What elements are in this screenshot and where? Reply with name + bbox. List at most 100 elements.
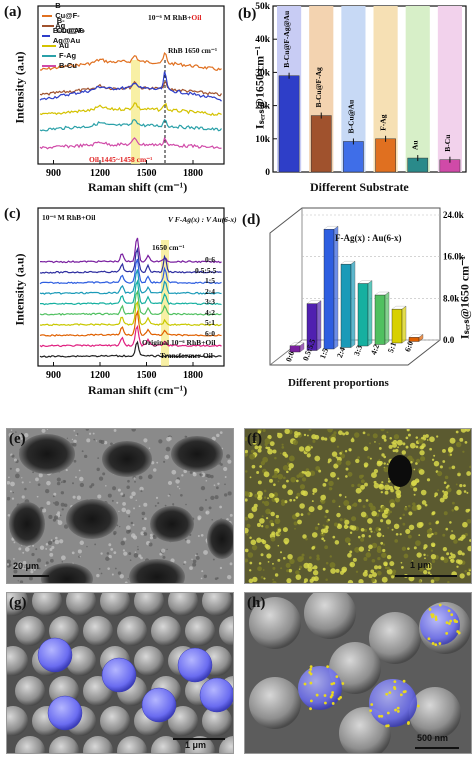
texture-grain <box>413 468 416 471</box>
texture-grain <box>88 432 92 435</box>
texture-grain <box>443 557 447 561</box>
texture-grain <box>189 471 193 474</box>
texture-grain <box>45 561 49 565</box>
texture-grain <box>86 545 88 548</box>
texture-grain <box>249 476 252 479</box>
texture-grain <box>72 442 77 447</box>
texture-grain <box>14 563 20 569</box>
texture-grain <box>442 490 445 493</box>
panel-g-micrograph: (g) 1 μm <box>6 592 234 754</box>
texture-grain <box>396 493 402 499</box>
texture-grain <box>431 559 436 563</box>
spectrum-line <box>39 258 222 285</box>
texture-grain <box>273 483 276 487</box>
panel-d-label: (d) <box>242 212 261 228</box>
texture-grain <box>30 567 34 571</box>
texture-grain <box>13 458 18 462</box>
sem-silver-image <box>245 429 471 583</box>
texture-grain <box>219 431 223 434</box>
texture-grain <box>466 471 471 476</box>
x-tick-label: 1500 <box>137 168 157 179</box>
texture-grain <box>73 439 77 444</box>
texture-grain <box>100 552 103 555</box>
texture-grain <box>323 539 326 542</box>
texture-grain <box>330 568 336 574</box>
bar-background <box>405 6 430 172</box>
nanoparticle <box>309 681 313 685</box>
texture-grain <box>288 463 294 469</box>
texture-grain <box>446 487 452 493</box>
texture-grain <box>73 459 77 463</box>
texture-grain <box>122 502 126 506</box>
texture-grain <box>259 518 265 524</box>
texture-grain <box>273 473 278 479</box>
texture-grain <box>383 466 389 473</box>
texture-grain <box>265 517 269 520</box>
texture-grain <box>299 503 305 509</box>
texture-grain <box>11 497 15 500</box>
texture-grain <box>128 515 131 518</box>
texture-grain <box>369 457 372 460</box>
bar-category-label: B-Cu@F-Ag@Au <box>282 11 291 68</box>
texture-grain <box>281 443 284 446</box>
texture-grain <box>200 577 203 580</box>
texture-grain <box>287 489 294 496</box>
texture-grain <box>365 552 372 558</box>
texture-grain <box>448 556 452 560</box>
panel-d-ylabel: Iₛₑᵣₛ@1650 cm⁻¹ <box>457 255 472 340</box>
texture-grain <box>227 491 232 496</box>
texture-grain <box>98 568 101 570</box>
texture-grain <box>384 562 388 567</box>
texture-grain <box>18 561 23 566</box>
texture-grain <box>294 431 299 436</box>
texture-grain <box>267 448 273 455</box>
texture-grain <box>33 568 36 571</box>
ratio-label: 2:4 <box>205 286 215 296</box>
texture-grain <box>160 548 166 553</box>
legend-item: B-Cu <box>59 61 77 70</box>
legend-item: B-Cu@F-Ag <box>55 1 80 30</box>
spectrum-line <box>39 136 222 150</box>
sphere <box>219 736 233 753</box>
texture-grain <box>79 540 85 545</box>
texture-grain <box>24 433 29 438</box>
texture-grain <box>191 558 193 561</box>
texture-grain <box>200 485 206 491</box>
texture-grain <box>140 489 143 493</box>
texture-grain <box>135 499 137 501</box>
texture-grain <box>308 429 312 431</box>
nanoparticle <box>369 709 373 713</box>
texture-grain <box>120 492 124 496</box>
texture-grain <box>295 512 300 517</box>
texture-grain <box>46 429 49 431</box>
texture-grain <box>35 477 39 482</box>
texture-grain <box>97 457 100 459</box>
texture-grain <box>347 579 354 583</box>
texture-grain <box>331 451 338 457</box>
y-tick-label: 0 <box>265 168 270 178</box>
texture-grain <box>164 504 167 507</box>
nanoparticle <box>396 709 400 713</box>
texture-grain <box>133 477 136 480</box>
nanoparticle <box>431 615 434 619</box>
texture-grain <box>439 465 443 469</box>
nanoparticle <box>335 675 339 678</box>
scale-bar <box>173 738 225 740</box>
texture-grain <box>49 547 53 551</box>
texture-grain <box>377 556 381 561</box>
texture-grain <box>279 452 282 455</box>
bar-side <box>350 260 356 348</box>
texture-grain <box>24 487 27 491</box>
texture-grain <box>181 474 184 477</box>
panel-f-scale: 1 μm <box>410 560 432 570</box>
texture-grain <box>423 546 426 550</box>
texture-grain <box>213 484 216 487</box>
texture-grain <box>294 527 296 530</box>
texture-grain <box>77 549 82 554</box>
nanoparticle <box>438 642 442 645</box>
texture-grain <box>10 439 12 441</box>
panel-b-xlabel: Different Substrate <box>310 180 409 194</box>
texture-grain <box>223 466 228 472</box>
panel-h-micrograph: (h) 500 nm <box>244 592 472 754</box>
texture-grain <box>335 568 340 573</box>
